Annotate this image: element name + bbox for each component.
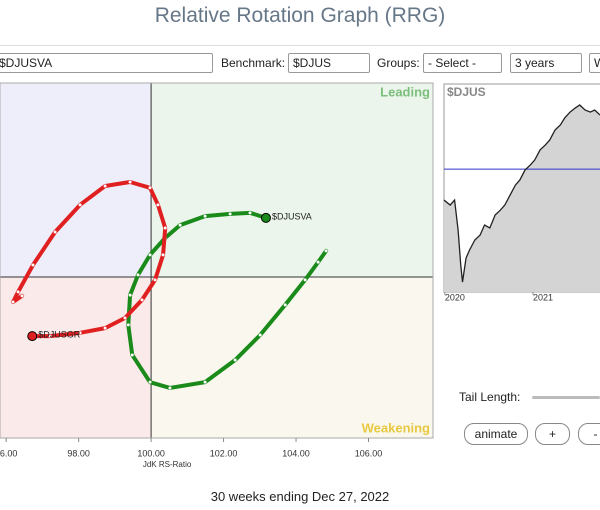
benchmark-label: Benchmark: — [221, 56, 286, 70]
tail-point — [228, 212, 232, 216]
price-line — [443, 104, 600, 283]
tail-label: Tail Length: — [459, 390, 521, 404]
quadrant-label: Weakening — [362, 420, 430, 435]
quadrant-leading — [151, 83, 433, 277]
tail-point — [153, 278, 157, 282]
tail-point — [178, 223, 182, 227]
series-label: $DJUSGR — [38, 329, 81, 339]
header-bar — [0, 0, 600, 46]
x-tick-label: 2020 — [445, 292, 465, 302]
x-tick-label: 102.00 — [210, 448, 238, 458]
tail-point — [203, 214, 207, 218]
groups-select[interactable]: - Select - — [423, 53, 502, 73]
quadrant-label: Leading — [380, 84, 430, 99]
series-label: $DJUSVA — [272, 211, 312, 221]
tail-point — [31, 263, 35, 267]
tail-point — [128, 180, 132, 184]
tail-point — [130, 353, 134, 357]
plus-button[interactable]: + — [535, 423, 570, 445]
x-tick-label: 2021 — [533, 292, 553, 302]
frequency-select[interactable]: W — [589, 53, 600, 73]
tail-point — [303, 278, 307, 282]
tail-point — [78, 331, 82, 335]
tail-point — [148, 186, 152, 190]
tail-point — [48, 334, 52, 338]
tail-point — [53, 230, 57, 234]
tail-point — [156, 203, 160, 207]
tail-point — [148, 253, 152, 257]
price-area — [444, 105, 600, 293]
footer: 30 weeks ending Dec 27, 2022 — [210, 489, 390, 504]
x-tick-label: 104.00 — [282, 448, 310, 458]
head-point — [27, 331, 38, 342]
panel-title: $DJUS — [447, 85, 486, 99]
tail-point — [126, 323, 130, 327]
tail-point — [140, 298, 144, 302]
quadrant-lagging — [0, 276, 152, 438]
tail-point — [163, 226, 167, 230]
groups-label: Groups: — [377, 56, 420, 70]
x-axis-label: JdK RS-Ratio — [143, 460, 192, 469]
x-tick-label: 98.00 — [67, 448, 90, 458]
tail-point — [148, 380, 152, 384]
tail-point — [283, 303, 287, 307]
x-tick-label: 96.00 — [0, 448, 17, 458]
tail-point — [168, 386, 172, 390]
tail-point — [161, 253, 165, 257]
symbol-input[interactable]: $DJUSVA — [0, 53, 213, 73]
tail-slider[interactable] — [532, 396, 600, 399]
x-tick-label: 106.00 — [355, 448, 383, 458]
plot-border — [0, 82, 434, 439]
tail-point — [123, 316, 127, 320]
tail-point — [258, 333, 262, 337]
head-point — [260, 212, 271, 223]
x-tick-label: 100.00 — [137, 448, 165, 458]
tail-point — [20, 294, 24, 298]
tail-point — [16, 290, 20, 294]
tail-point — [233, 358, 237, 362]
minus-button[interactable]: - — [578, 423, 600, 445]
period-select[interactable]: 3 years — [510, 53, 582, 73]
charts: Leading Weakening 96.00 98.00 100.00 102.00 10… — [0, 82, 600, 469]
tail-point — [324, 249, 328, 253]
tail-point — [78, 203, 82, 207]
page-title: Relative Rotation Graph (RRG) — [154, 4, 446, 27]
tail-line — [126, 210, 329, 390]
tail-point — [136, 273, 140, 277]
quadrant-weakening — [151, 276, 433, 438]
quadrant-improving — [0, 83, 152, 277]
animate-button[interactable]: animate — [464, 423, 528, 445]
tail-point — [11, 300, 15, 304]
tail-point — [103, 326, 107, 330]
tail-point — [103, 184, 107, 188]
tail-point — [128, 293, 132, 297]
tail-point — [316, 260, 320, 264]
benchmark-input[interactable]: $DJUS — [288, 53, 370, 73]
tail-point — [203, 380, 207, 384]
tail-point — [248, 211, 252, 215]
